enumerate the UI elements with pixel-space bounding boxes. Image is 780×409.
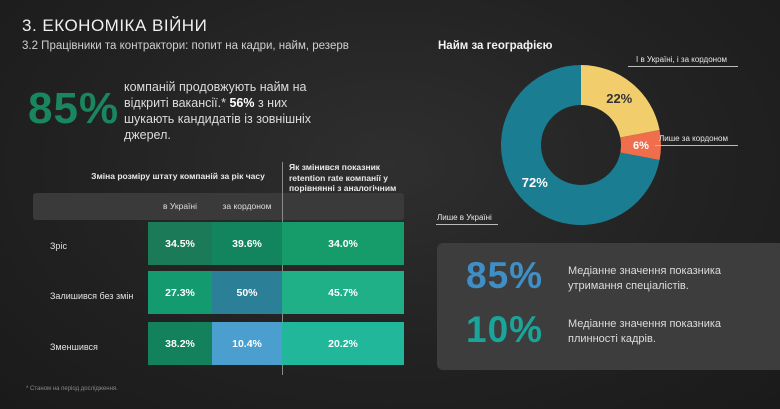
- donut-label-ukraine-only: 72%: [522, 175, 548, 190]
- hiring-stat-highlight: 56%: [229, 96, 255, 110]
- medians-panel: [437, 243, 780, 370]
- geo-legend-both-leader: [628, 66, 738, 67]
- geo-legend-abroad: Лише за кордоном: [659, 134, 728, 143]
- table-header-band: [33, 193, 404, 220]
- page-subtitle: 3.2 Працівники та контрактори: попит на …: [22, 40, 349, 52]
- hiring-stat-text-before: компаній продовжують найм на відкриті ва…: [124, 80, 307, 110]
- row-label-unchanged: Залишився без змін: [50, 291, 134, 301]
- donut-segment-abroad-only: [620, 130, 661, 160]
- geo-legend-ukraine-leader: [436, 224, 498, 225]
- median-retention-text: Медіанне значення показника утримання сп…: [568, 265, 722, 292]
- cell-unchanged-retention: 45.7%: [282, 271, 404, 314]
- geo-title: Найм за географією: [438, 40, 553, 52]
- column-header-ukraine: в Україні: [162, 201, 197, 211]
- median-turnover-text: Медіанне значення показника плинності ка…: [568, 318, 722, 345]
- row-label-decreased: Зменшився: [50, 342, 98, 352]
- hiring-stat-value: 85%: [28, 84, 120, 133]
- donut-segment-ukraine-only: [501, 65, 660, 225]
- cell-unchanged-ukraine: 27.3%: [148, 271, 212, 314]
- donut-label-abroad-only: 6%: [633, 140, 649, 152]
- row-label-grew: Зріс: [50, 241, 67, 251]
- cell-decreased-abroad: 10.4%: [212, 322, 282, 365]
- donut-segment-both: [581, 65, 660, 138]
- cell-grew-ukraine: 34.5%: [148, 222, 212, 265]
- hiring-stat-text-after: з них шукають кандидатів із зовнішніх дж…: [124, 96, 312, 142]
- geo-legend-abroad-leader: [655, 145, 738, 146]
- page-title: 3. ЕКОНОМІКА ВІЙНИ: [22, 16, 208, 35]
- cell-grew-abroad: 39.6%: [212, 222, 282, 265]
- median-turnover-value: 10%: [466, 309, 544, 350]
- hiring-stat-text: компаній продовжують найм на відкриті ва…: [124, 79, 324, 143]
- cell-decreased-retention: 20.2%: [282, 322, 404, 365]
- footnote: * Станом на період дослідження.: [26, 386, 118, 392]
- geo-legend-both: І в Україні, і за кордоном: [636, 55, 728, 64]
- column-header-abroad: за кордоном: [222, 201, 272, 211]
- geo-legend-ukraine: Лише в Україні: [437, 213, 492, 222]
- table-left-header: Зміна розміру штату компаній за рік часу: [91, 171, 265, 181]
- geo-donut-chart: 72% 22% 6%: [501, 65, 661, 225]
- cell-grew-retention: 34.0%: [282, 222, 404, 265]
- donut-label-both: 22%: [606, 91, 632, 106]
- table-divider: [282, 162, 283, 375]
- cell-decreased-ukraine: 38.2%: [148, 322, 212, 365]
- cell-unchanged-abroad: 50%: [212, 271, 282, 314]
- median-retention-value: 85%: [466, 255, 544, 296]
